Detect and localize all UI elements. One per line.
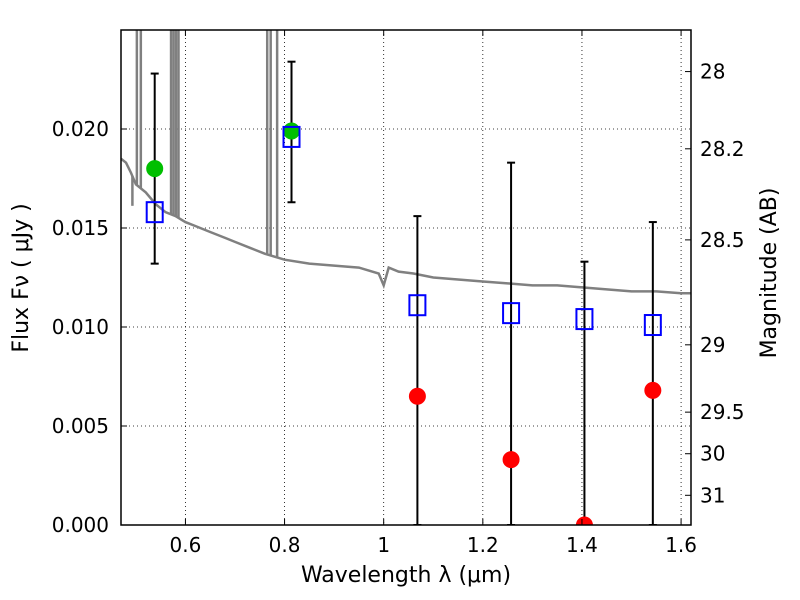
y2-tick-label: 28.5 bbox=[700, 228, 745, 252]
y2-tick-label: 29.5 bbox=[700, 400, 745, 424]
y2-tick-label: 28 bbox=[700, 60, 725, 84]
detection-marker bbox=[146, 160, 164, 178]
x-tick-label: 1.6 bbox=[665, 533, 697, 557]
model-photometry-marker bbox=[282, 125, 301, 148]
model-photometry-marker bbox=[408, 294, 427, 317]
y-axis-label: Flux Fν ( μJy ) bbox=[9, 203, 34, 352]
axis-ticks: 0.6 0.8 1 1.2 1.4 1.6 0.000 0.005 0.010 0.015 0.02… bbox=[52, 30, 745, 557]
x-tick-label: 0.6 bbox=[170, 533, 202, 557]
x-tick-label: 0.8 bbox=[269, 533, 301, 557]
upper-limit-marker bbox=[575, 516, 593, 525]
y2-tick-label: 31 bbox=[700, 483, 725, 507]
plot-frame bbox=[120, 29, 692, 526]
y-tick-label: 0.020 bbox=[52, 117, 109, 141]
y2-tick-label: 29 bbox=[700, 333, 725, 357]
y-tick-label: 0.010 bbox=[52, 315, 109, 339]
model-photometry-marker bbox=[575, 308, 594, 331]
upper-limit-marker bbox=[408, 387, 426, 405]
x-tick-label: 1 bbox=[377, 533, 390, 557]
model-spectrum-line bbox=[121, 157, 691, 295]
x-axis-label: Wavelength λ (μm) bbox=[301, 563, 511, 588]
y2-axis-label: Magnitude (AB) bbox=[757, 188, 782, 359]
plot-area bbox=[121, 30, 691, 525]
y2-tick-label: 30 bbox=[700, 442, 725, 466]
upper-limit-marker bbox=[502, 451, 520, 469]
model-photometry-marker bbox=[643, 314, 662, 337]
model-photometry-marker bbox=[502, 302, 521, 325]
upper-limit-marker bbox=[644, 381, 662, 399]
x-tick-label: 1.2 bbox=[467, 533, 499, 557]
x-tick-label: 1.4 bbox=[566, 533, 598, 557]
y-tick-label: 0.000 bbox=[52, 513, 109, 537]
y-tick-label: 0.015 bbox=[52, 216, 109, 240]
y-tick-label: 0.005 bbox=[52, 414, 109, 438]
y2-tick-label: 28.2 bbox=[700, 137, 745, 161]
model-photometry-marker bbox=[145, 201, 164, 224]
detection-marker bbox=[283, 122, 301, 140]
